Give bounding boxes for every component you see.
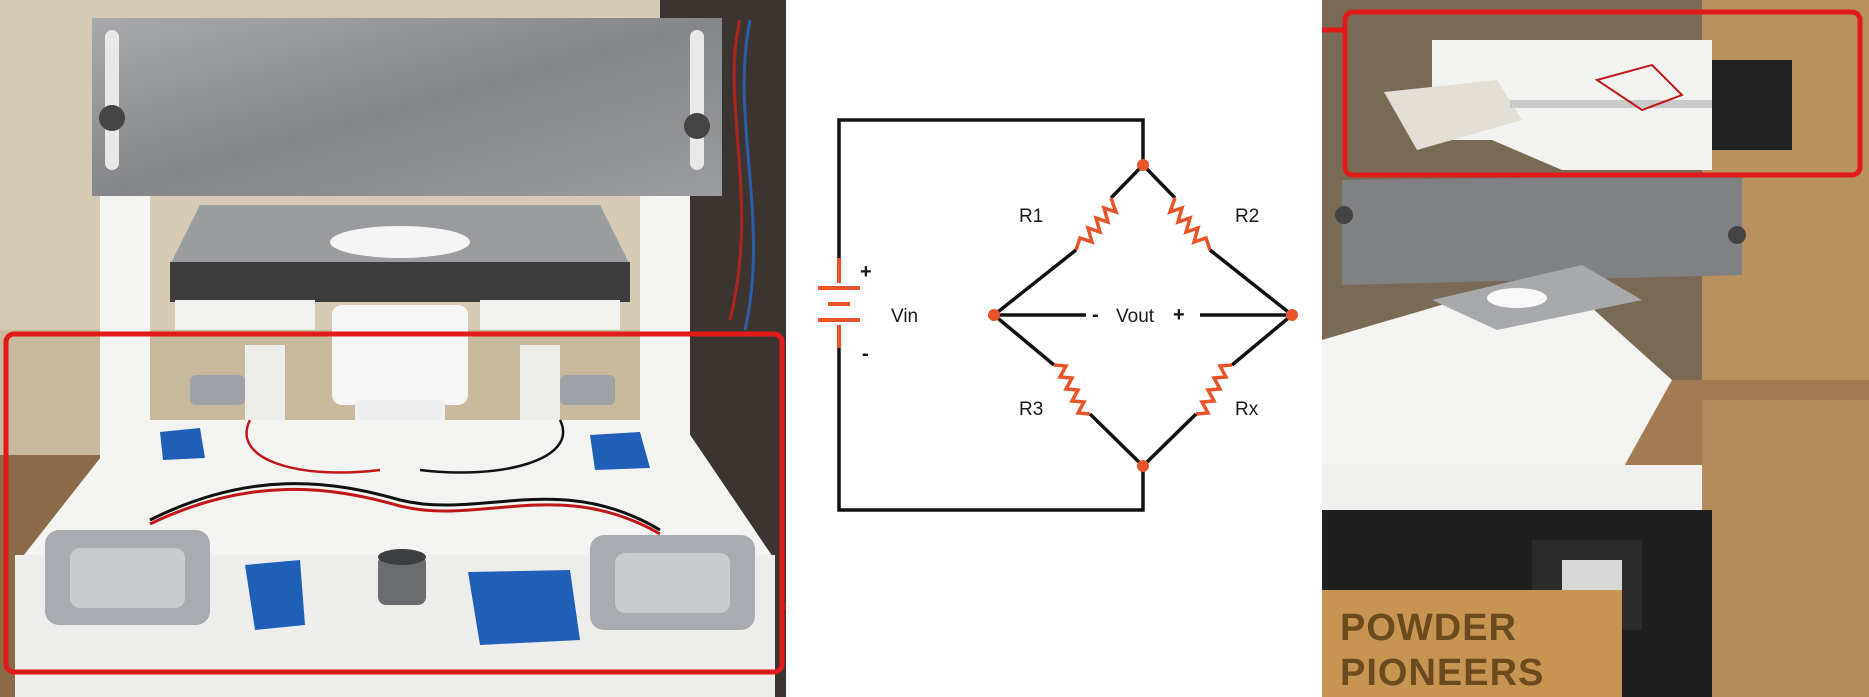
label-r2: R2 — [1235, 206, 1259, 227]
wire-top — [837, 118, 1145, 258]
resistor-rx — [1195, 363, 1233, 416]
circuit-svg: + - Vin — [818, 118, 1298, 512]
brand-line-1: POWDER — [1340, 607, 1517, 649]
node-right — [1286, 309, 1298, 321]
right-photo-printer-assembly: POWDER PIONEERS — [1322, 0, 1869, 697]
left-photo-illustration — [0, 0, 786, 697]
left-photo-load-cell-scale — [0, 0, 786, 697]
label-r1: R1 — [1019, 206, 1043, 227]
vout-label: Vout — [1116, 306, 1155, 327]
resistor-r3 — [1053, 363, 1091, 416]
brand-line-2: PIONEERS — [1340, 652, 1544, 694]
battery-plus: + — [860, 261, 872, 283]
node-bottom — [1137, 460, 1149, 472]
battery-minus: - — [862, 343, 869, 365]
vout-minus: - — [1092, 304, 1099, 326]
wire-bottom — [837, 348, 1145, 512]
node-left — [988, 309, 1000, 321]
node-top — [1137, 159, 1149, 171]
vin-label: Vin — [891, 306, 918, 327]
label-r3: R3 — [1019, 399, 1043, 420]
resistor-r2 — [1167, 197, 1212, 251]
wheatstone-bridge-diagram: + - Vin — [786, 0, 1322, 697]
brand-plate — [1322, 590, 1622, 697]
right-photo-illustration: POWDER PIONEERS — [1322, 0, 1869, 697]
label-rx: Rx — [1235, 399, 1259, 420]
resistor-r1 — [1074, 197, 1119, 251]
vout-plus: + — [1173, 304, 1185, 326]
battery-symbol — [818, 258, 860, 348]
